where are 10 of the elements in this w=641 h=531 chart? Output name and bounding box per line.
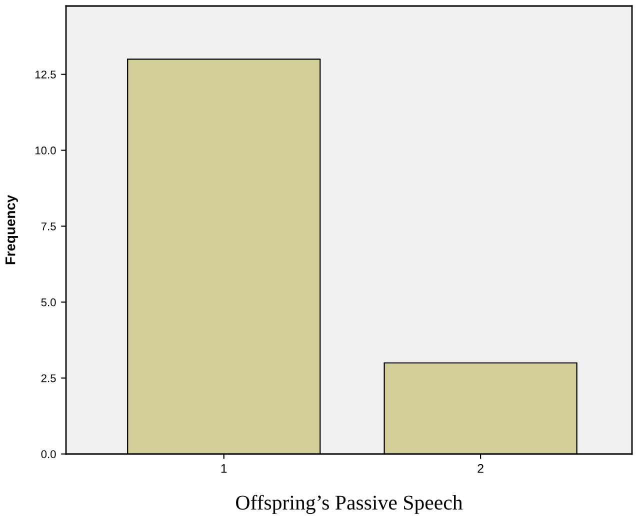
x-axis-title: Offspring’s Passive Speech	[236, 494, 463, 514]
x-tick-label: 1	[221, 464, 227, 473]
y-axis-title: Frequency	[6, 194, 18, 264]
y-tick-label: 10.0	[36, 146, 56, 154]
y-tick-label: 5.0	[41, 298, 56, 306]
x-tick-label: 2	[478, 464, 484, 473]
y-tick-label: 12.5	[36, 70, 56, 78]
y-tick-label: 0.0	[41, 450, 56, 458]
y-tick-label: 7.5	[41, 222, 56, 230]
y-tick-label: 2.5	[41, 374, 56, 382]
